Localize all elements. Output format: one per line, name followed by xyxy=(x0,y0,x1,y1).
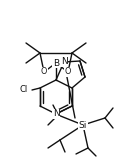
Text: B: B xyxy=(53,59,59,67)
Text: O: O xyxy=(65,67,71,76)
Text: Si: Si xyxy=(79,120,87,129)
Text: N: N xyxy=(53,110,59,119)
Text: O: O xyxy=(41,67,47,76)
Text: N: N xyxy=(61,58,67,67)
Text: Cl: Cl xyxy=(20,86,28,95)
